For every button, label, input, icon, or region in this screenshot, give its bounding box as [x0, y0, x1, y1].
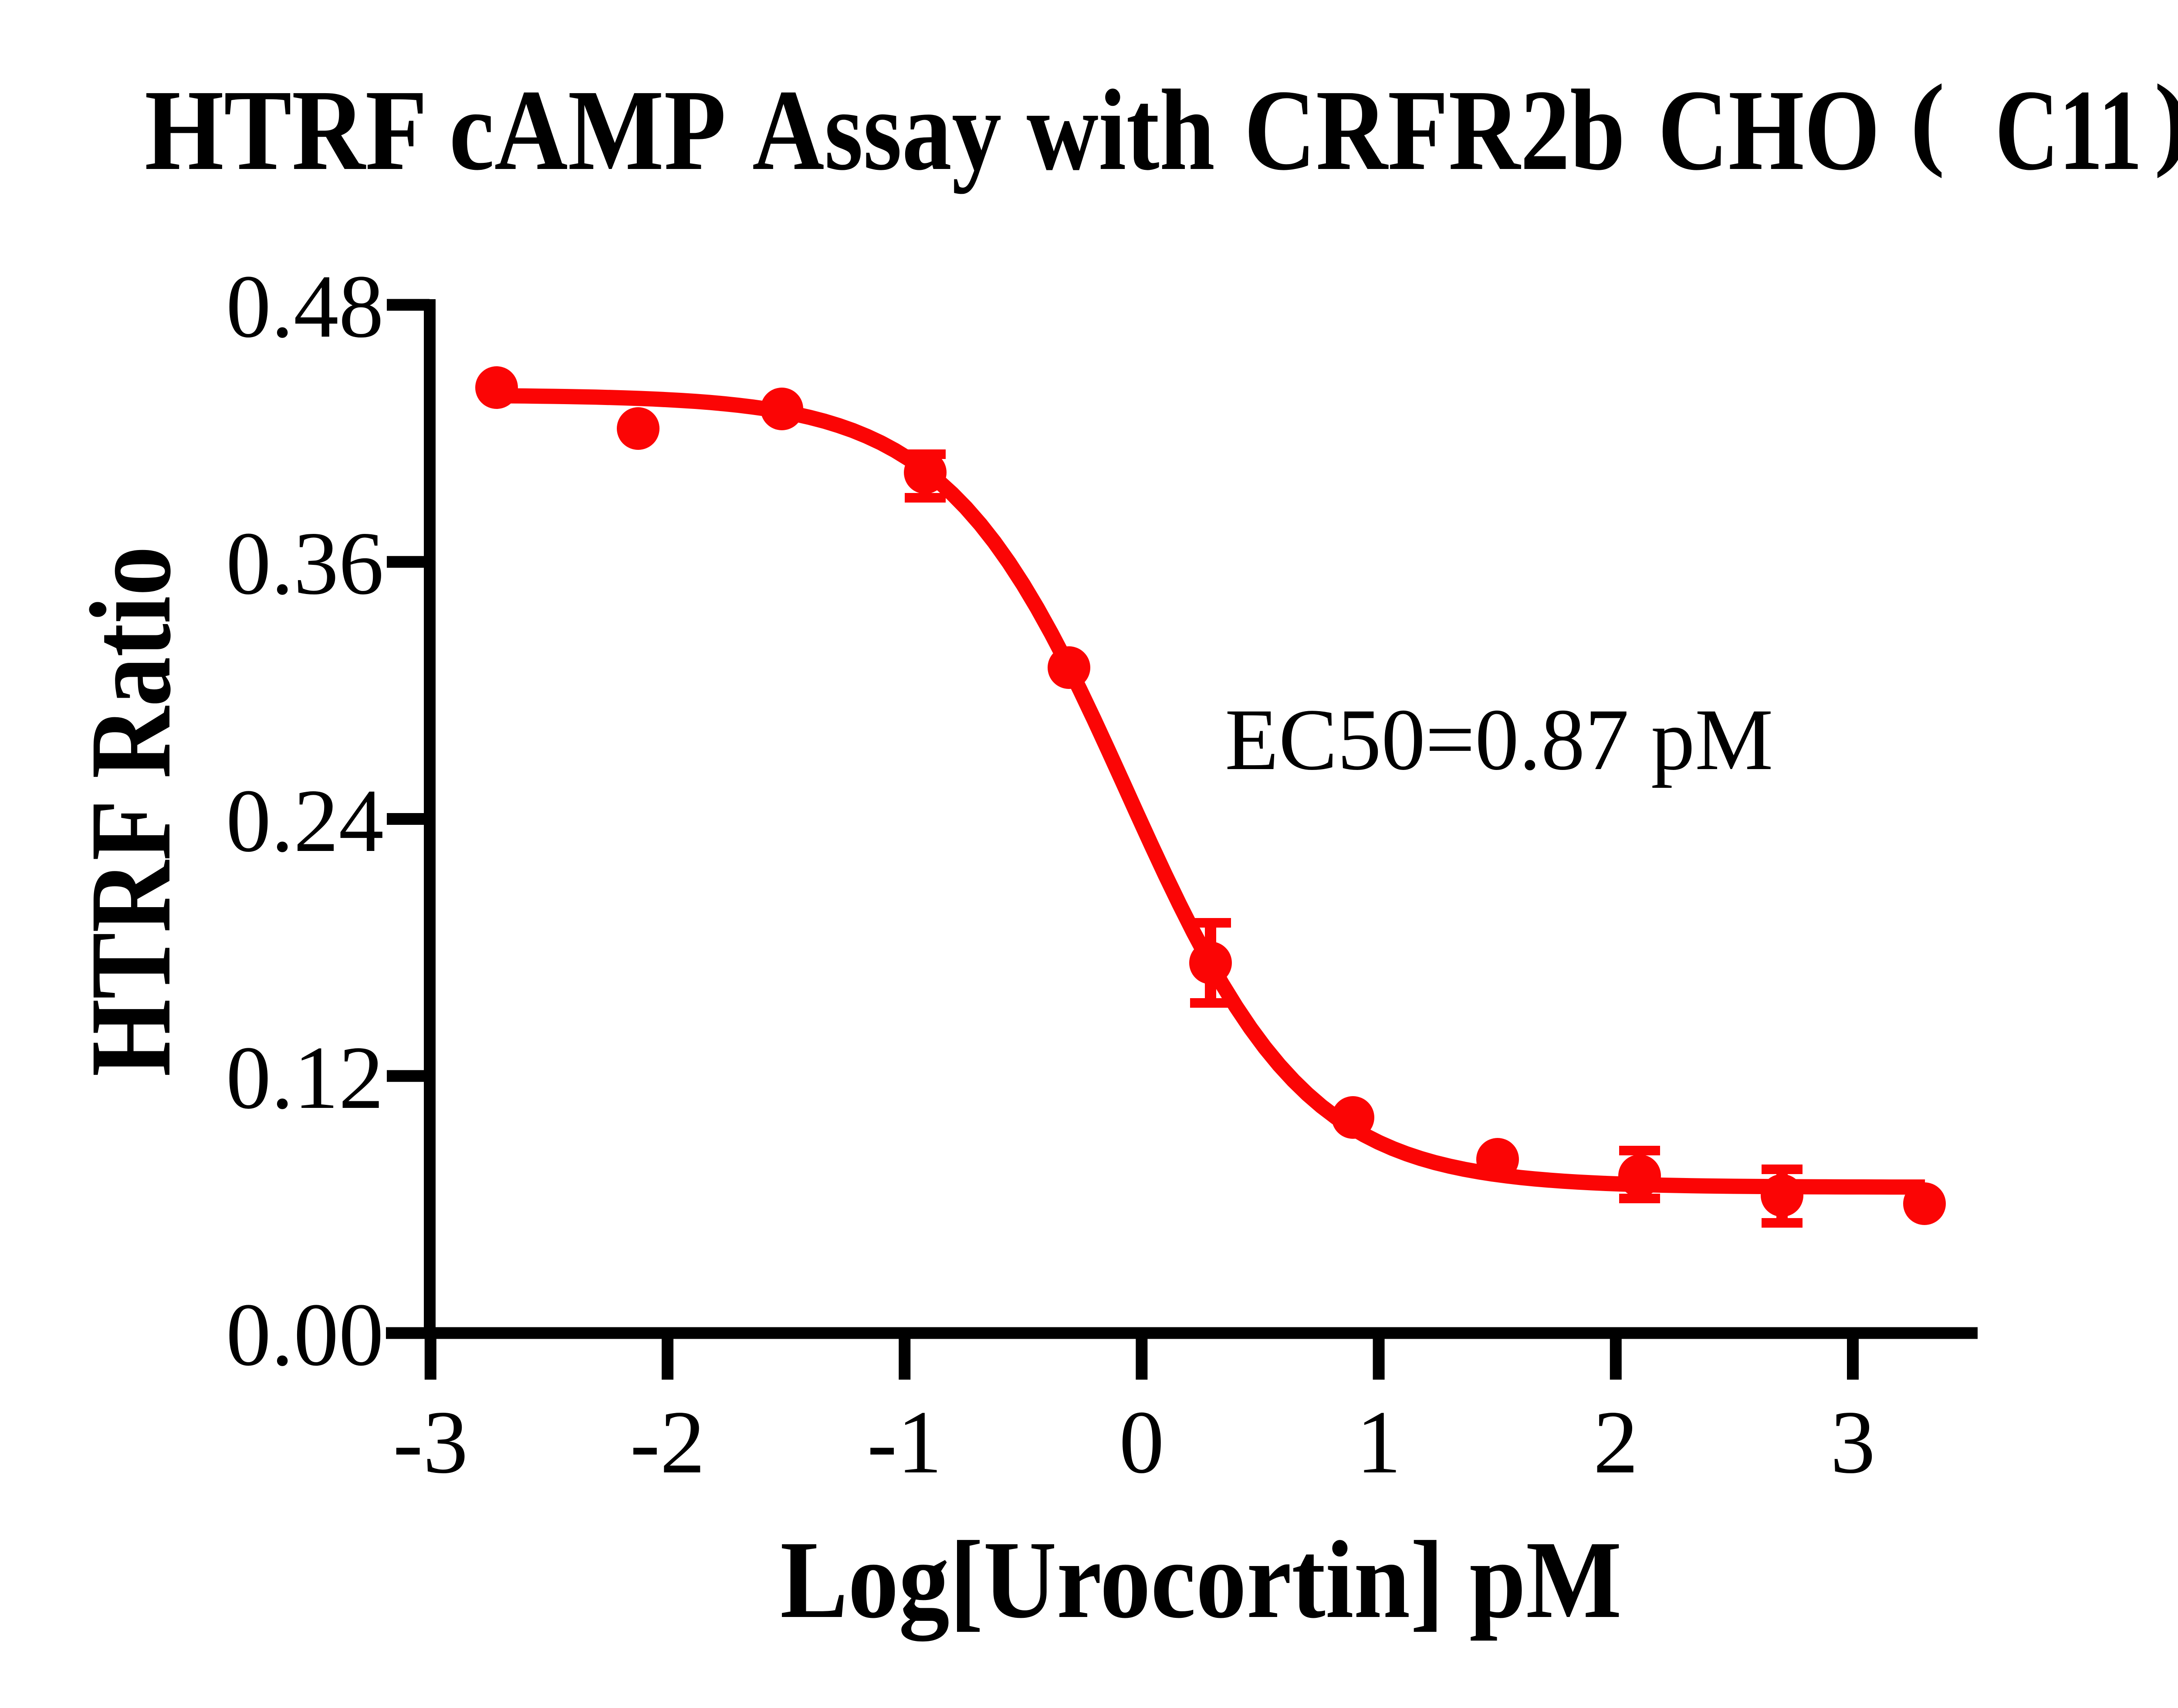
svg-text:Log[Urocortin] pM: Log[Urocortin] pM [780, 1519, 1622, 1641]
svg-text:0.48: 0.48 [226, 257, 384, 356]
svg-text:CRFR2b: CRFR2b [1244, 66, 1625, 194]
svg-text:0.36: 0.36 [226, 513, 384, 613]
svg-text:0: 0 [1119, 1392, 1164, 1492]
svg-text:-2: -2 [630, 1392, 705, 1492]
svg-text:0.12: 0.12 [226, 1028, 384, 1127]
svg-text:C11: C11 [1995, 66, 2142, 194]
svg-text:2: 2 [1593, 1392, 1639, 1492]
svg-text:): ) [2154, 63, 2178, 179]
svg-text:0.24: 0.24 [226, 771, 384, 871]
svg-text:-3: -3 [393, 1392, 468, 1492]
svg-text:EC50=0.87 pM: EC50=0.87 pM [1225, 691, 1773, 788]
svg-text:-1: -1 [867, 1392, 942, 1492]
svg-text:3: 3 [1830, 1392, 1876, 1492]
svg-text:0.00: 0.00 [226, 1285, 384, 1384]
svg-text:(: ( [1910, 63, 1945, 179]
svg-text:1: 1 [1356, 1392, 1401, 1492]
svg-text:HTRF Ratio: HTRF Ratio [66, 546, 195, 1077]
svg-text:HTRF cAMP: HTRF cAMP [145, 66, 726, 194]
svg-text:Assay with: Assay with [752, 66, 1215, 194]
svg-text:CHO: CHO [1658, 66, 1880, 194]
